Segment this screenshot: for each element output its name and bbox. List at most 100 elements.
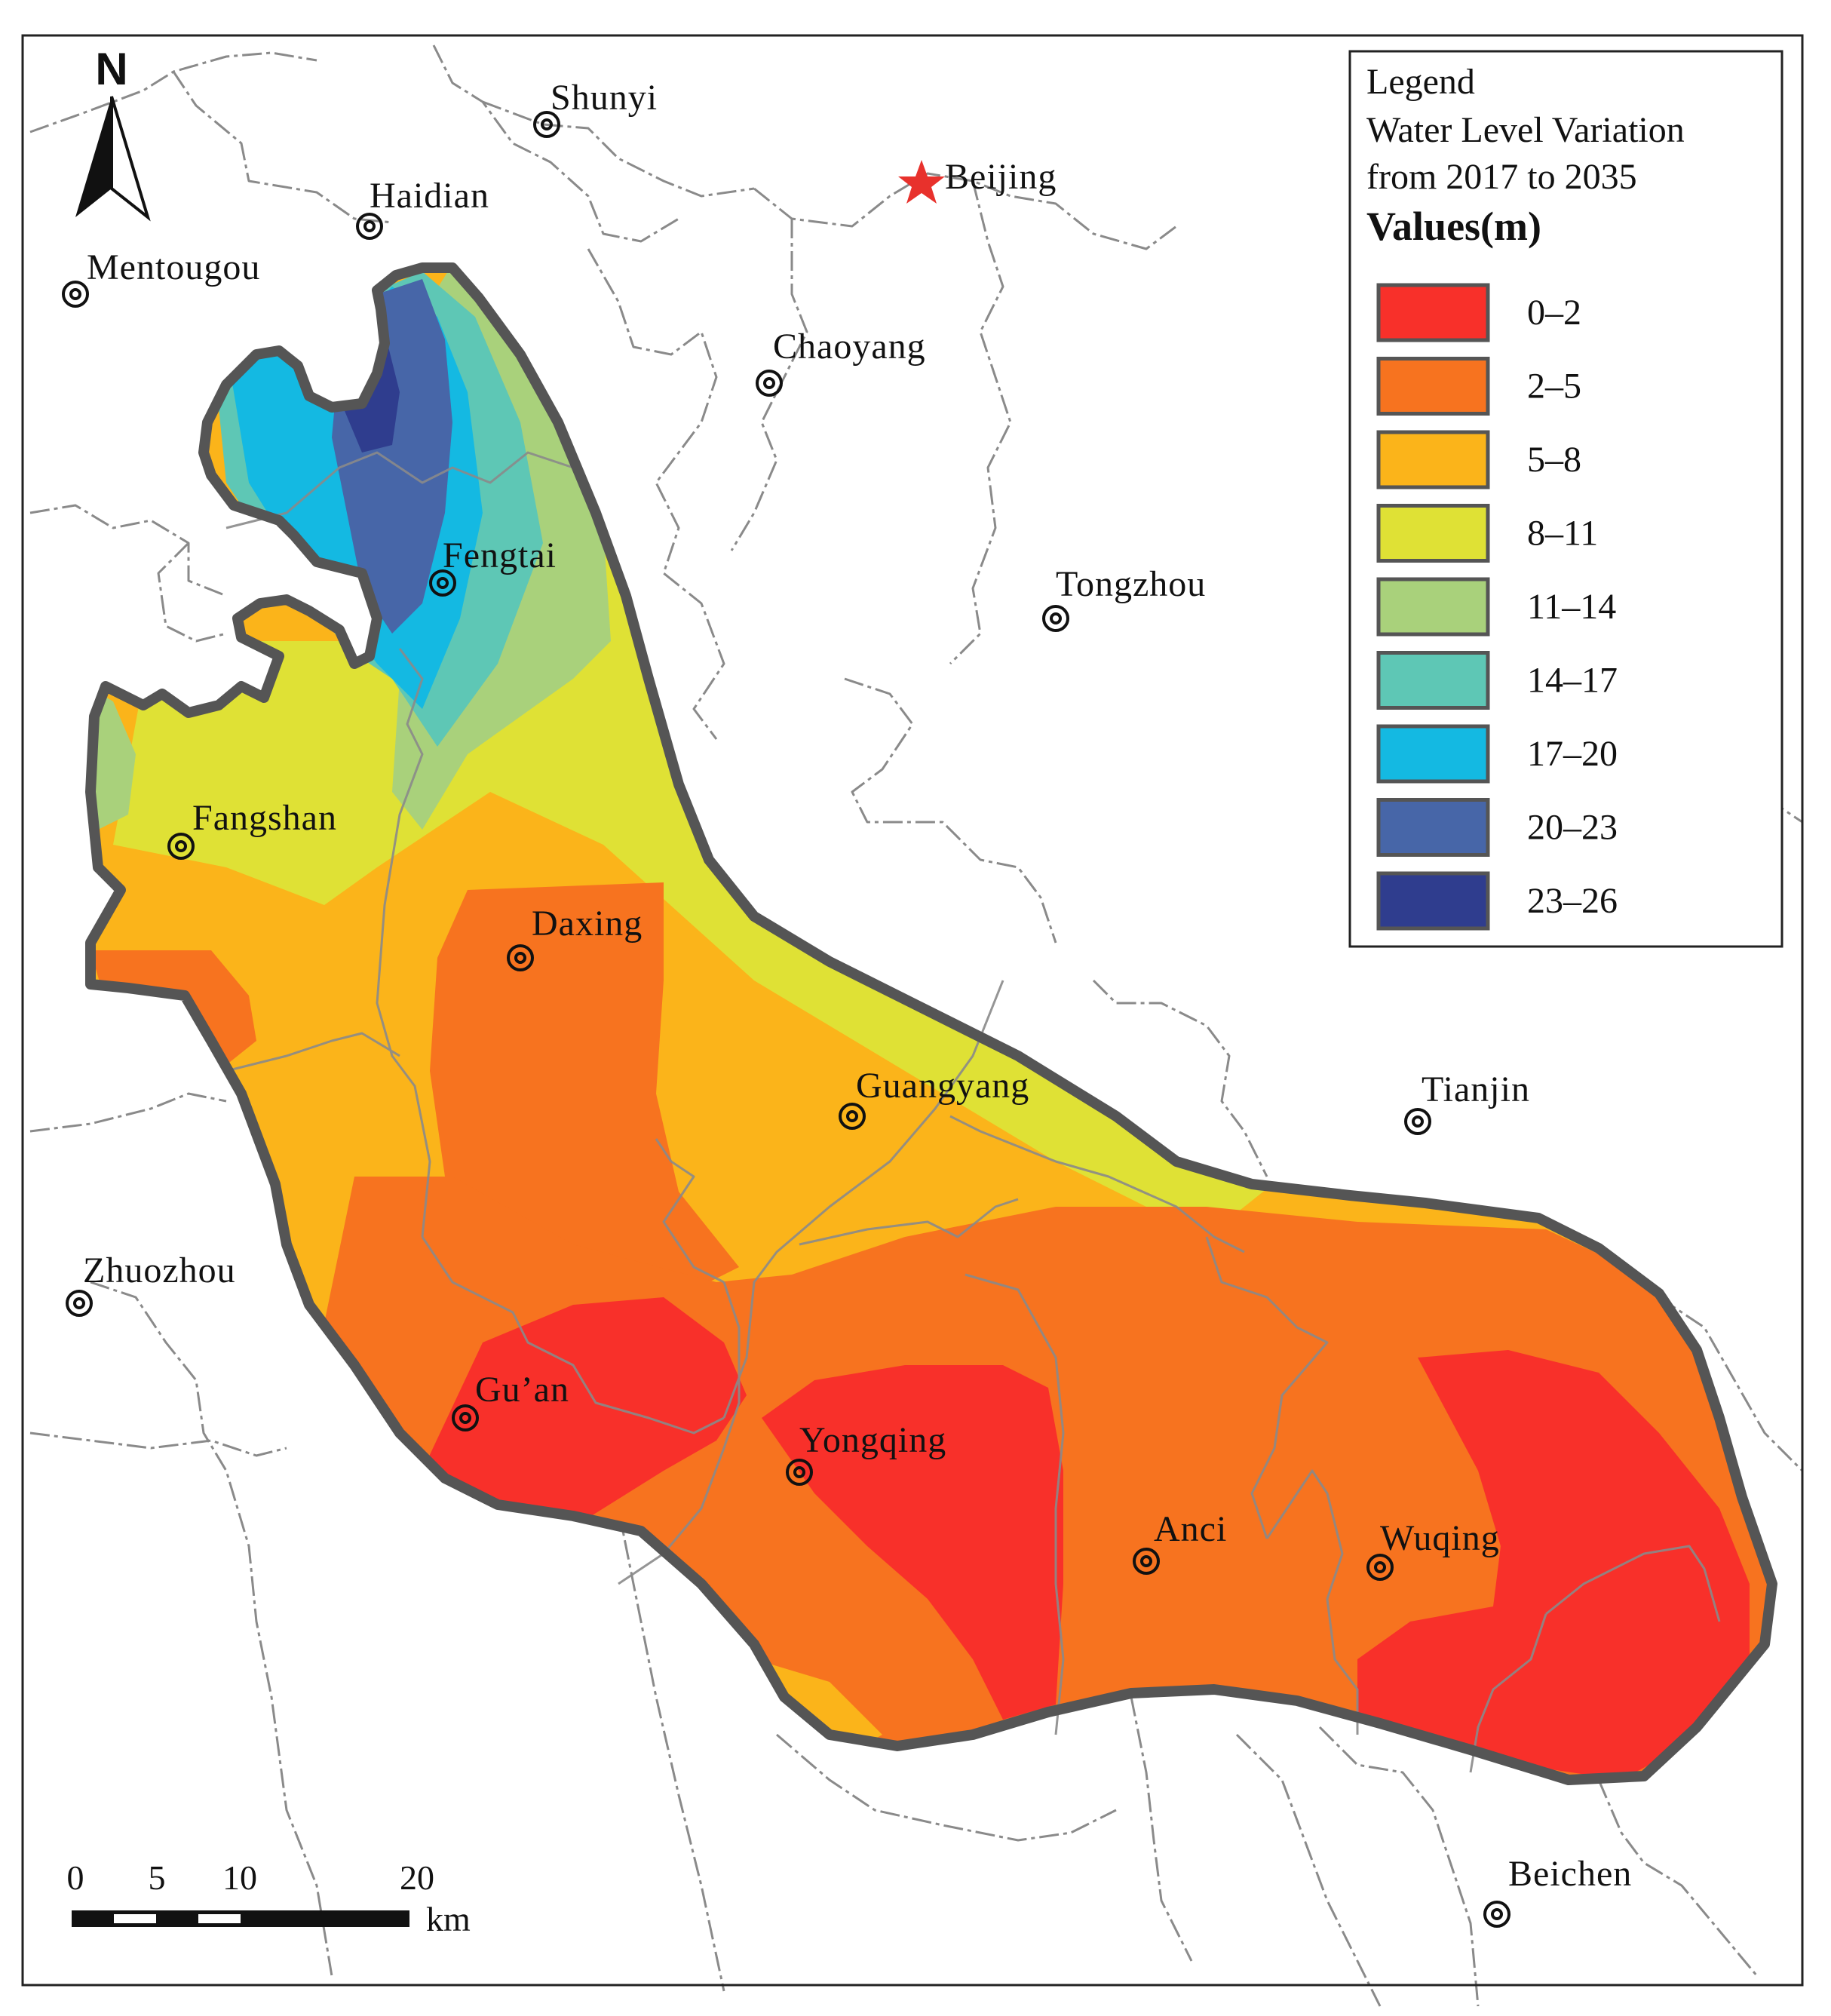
place-label: Chaoyang [773, 327, 926, 367]
place-symbol-icon [1140, 1555, 1152, 1567]
place-symbol-icon [756, 370, 783, 397]
legend-label: 8–11 [1527, 514, 1598, 554]
place-symbol-icon [793, 1466, 805, 1478]
place-label: Fangshan [192, 798, 337, 838]
place-label: Tianjin [1422, 1069, 1530, 1109]
place-symbol-icon [73, 1297, 85, 1309]
scale-bar: 0 5 10 20 km [67, 1858, 471, 1938]
north-label: N [95, 44, 127, 94]
scale-tick-label: 20 [400, 1858, 434, 1897]
scale-tick-label: 10 [222, 1858, 257, 1897]
scale-bar-gap [198, 1914, 241, 1923]
place-symbol-icon [62, 281, 89, 308]
legend-subtitle-1: Water Level Variation [1366, 110, 1685, 150]
place-label: Yongqing [799, 1420, 946, 1460]
scale-bar-gap [114, 1914, 156, 1923]
place-symbol-icon [1483, 1901, 1510, 1928]
place-symbol-icon [507, 944, 534, 971]
legend-label: 5–8 [1527, 440, 1581, 480]
legend-label: 2–5 [1527, 367, 1581, 407]
place-label: Fengtai [443, 535, 557, 575]
place-symbol-icon [167, 833, 195, 860]
place-haidian: Haidian [356, 176, 489, 240]
place-tianjin: Tianjin [1404, 1069, 1530, 1135]
legend-label: 0–2 [1527, 293, 1581, 333]
place-label: Guangyang [856, 1066, 1029, 1106]
place-label: Gu’an [475, 1370, 569, 1410]
place-symbol-icon [1374, 1561, 1386, 1573]
place-tongzhou: Tongzhou [1042, 564, 1206, 632]
legend-box [1348, 50, 1783, 948]
place-symbol-icon [1412, 1115, 1424, 1128]
north-arrow-icon [75, 97, 112, 217]
place-label: Beichen [1508, 1854, 1632, 1894]
place-symbol-icon [1404, 1108, 1431, 1135]
place-symbol-icon [1366, 1554, 1394, 1581]
legend-swatch [1376, 504, 1490, 563]
place-anci: Anci [1133, 1509, 1226, 1575]
place-symbol-icon [763, 377, 775, 389]
legend-swatch [1376, 651, 1490, 710]
legend-label: 14–17 [1527, 661, 1618, 701]
legend: Legend Water Level Variation from 2017 t… [1348, 50, 1783, 948]
place-labels: Shunyi Haidian Mentougou Chaoyang Fengtai Ton… [62, 78, 1632, 1928]
legend-swatch [1376, 798, 1490, 857]
scale-tick-label: 0 [67, 1858, 84, 1897]
place-shunyi: Shunyi [533, 78, 658, 138]
place-symbol-icon [541, 118, 553, 130]
place-symbol-icon [786, 1459, 813, 1486]
place-symbol-icon [452, 1404, 479, 1431]
place-symbol-icon [459, 1412, 471, 1424]
place-symbol-icon [839, 1103, 866, 1130]
place-symbol-icon [846, 1110, 858, 1122]
legend-values-label: Values(m) [1366, 204, 1541, 249]
place-symbol-icon [1133, 1548, 1160, 1575]
place-symbol-icon [69, 288, 81, 300]
place-label: Zhuozhou [83, 1250, 236, 1290]
legend-swatch [1376, 871, 1490, 931]
place-symbol-icon [1050, 612, 1062, 624]
place-symbol-icon [533, 111, 560, 138]
legend-label: 23–26 [1527, 881, 1618, 921]
capital-marker: Beijing [898, 157, 1057, 204]
place-symbol-icon [514, 952, 526, 964]
place-symbol-icon [437, 577, 449, 589]
north-arrow-icon [110, 96, 151, 222]
place-daxing: Daxing [507, 904, 643, 971]
place-symbol-icon [175, 840, 187, 852]
legend-swatch [1376, 430, 1490, 489]
place-label: Daxing [532, 904, 643, 944]
place-symbol-icon [1042, 605, 1069, 632]
place-fengtai: Fengtai [429, 535, 557, 597]
place-label: Shunyi [551, 78, 658, 118]
place-label: Wuqing [1380, 1518, 1500, 1558]
legend-swatch [1376, 283, 1490, 342]
place-fangshan: Fangshan [167, 798, 337, 860]
legend-label: 20–23 [1527, 808, 1618, 848]
place-symbol-icon [1491, 1908, 1503, 1920]
place-label: Tongzhou [1056, 564, 1206, 604]
capital-star-icon [898, 160, 945, 204]
legend-label: 17–20 [1527, 734, 1618, 774]
place-symbol-icon [66, 1290, 93, 1317]
zone-0-2-yongqing [762, 1365, 1063, 1720]
legend-swatch [1376, 357, 1490, 416]
legend-items: 0–2 2–5 5–8 8–11 11–14 14–17 17–20 20–23 23–26 [1376, 283, 1618, 931]
admin-boundaries-overlay [225, 451, 1721, 1773]
place-symbol-icon [429, 569, 456, 597]
legend-subtitle-2: from 2017 to 2035 [1366, 157, 1637, 197]
place-label: Mentougou [87, 247, 260, 287]
admin-boundaries [29, 44, 1804, 2007]
map-frame [21, 34, 1804, 1987]
place-symbol-icon [363, 220, 376, 232]
place-yongqing: Yongqing [786, 1420, 946, 1486]
zone-0-2-wuqing [1357, 1350, 1750, 1780]
place-symbol-icon [356, 213, 383, 240]
place-guan: Gu’an [452, 1370, 569, 1431]
north-arrow: N [75, 44, 151, 222]
place-beijing: Beijing [945, 157, 1057, 197]
place-chaoyang: Chaoyang [756, 327, 926, 397]
zone-11-14-west [90, 679, 136, 830]
legend-title: Legend [1366, 62, 1475, 102]
